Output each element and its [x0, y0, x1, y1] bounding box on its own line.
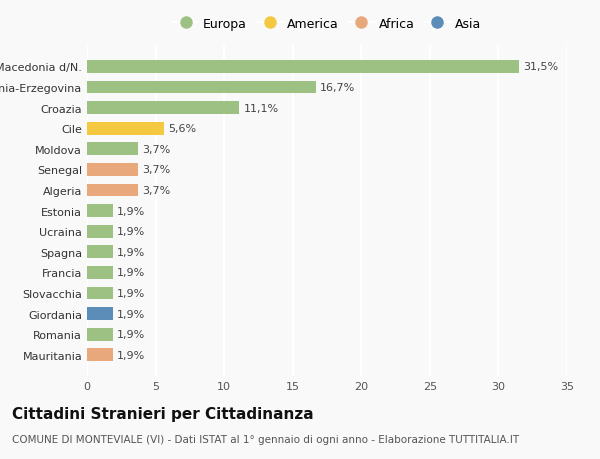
- Text: 16,7%: 16,7%: [320, 83, 355, 93]
- Legend: Europa, America, Africa, Asia: Europa, America, Africa, Asia: [170, 15, 484, 33]
- Text: 1,9%: 1,9%: [117, 247, 145, 257]
- Text: COMUNE DI MONTEVIALE (VI) - Dati ISTAT al 1° gennaio di ogni anno - Elaborazione: COMUNE DI MONTEVIALE (VI) - Dati ISTAT a…: [12, 434, 519, 444]
- Bar: [87, 328, 113, 341]
- Text: 1,9%: 1,9%: [117, 206, 145, 216]
- Text: 1,9%: 1,9%: [117, 288, 145, 298]
- Text: 3,7%: 3,7%: [142, 165, 170, 175]
- Bar: [87, 287, 113, 300]
- Text: 1,9%: 1,9%: [117, 227, 145, 237]
- Text: 5,6%: 5,6%: [168, 124, 196, 134]
- Bar: [87, 266, 113, 279]
- Text: 3,7%: 3,7%: [142, 185, 170, 196]
- Text: 3,7%: 3,7%: [142, 145, 170, 155]
- Text: 11,1%: 11,1%: [244, 103, 278, 113]
- Bar: [87, 102, 239, 115]
- Bar: [87, 143, 138, 156]
- Text: 31,5%: 31,5%: [523, 62, 558, 72]
- Bar: [87, 81, 316, 94]
- Text: 1,9%: 1,9%: [117, 350, 145, 360]
- Bar: [87, 164, 138, 176]
- Bar: [87, 246, 113, 258]
- Bar: [87, 308, 113, 320]
- Bar: [87, 123, 164, 135]
- Bar: [87, 205, 113, 218]
- Text: Cittadini Stranieri per Cittadinanza: Cittadini Stranieri per Cittadinanza: [12, 406, 314, 421]
- Text: 1,9%: 1,9%: [117, 268, 145, 278]
- Bar: [87, 349, 113, 361]
- Bar: [87, 61, 519, 73]
- Bar: [87, 184, 138, 197]
- Text: 1,9%: 1,9%: [117, 330, 145, 339]
- Text: 1,9%: 1,9%: [117, 309, 145, 319]
- Bar: [87, 225, 113, 238]
